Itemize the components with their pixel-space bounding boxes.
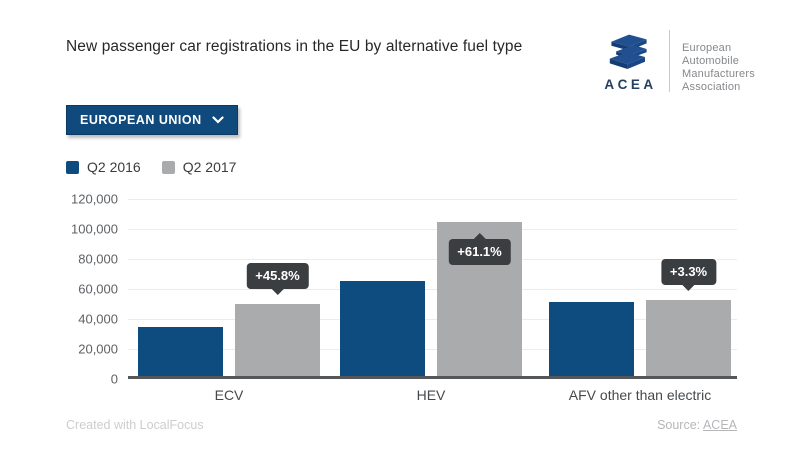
bar-ecv-q2-2016[interactable] [138, 326, 223, 377]
gridline [128, 199, 737, 200]
tooltip-caret-icon [473, 233, 486, 240]
gridline [128, 229, 737, 230]
tooltip-caret-icon [271, 288, 284, 295]
acea-stacked-cube-icon [599, 30, 659, 76]
x-axis-line [128, 376, 737, 379]
chevron-down-icon [211, 116, 224, 124]
acea-org-name: European Automobile Manufacturers Associ… [682, 27, 755, 94]
gridline [128, 289, 737, 290]
y-axis-tick-label: 120,000 [71, 191, 118, 207]
bar-afv-other-than-electric-q2-2016[interactable] [549, 302, 634, 377]
tooltip-caret-icon [682, 284, 695, 291]
gridline [128, 349, 737, 350]
created-with-credit: Created with LocalFocus [66, 418, 204, 432]
acea-acronym: ACEA [604, 77, 657, 92]
change-label-text: +45.8% [246, 262, 309, 289]
bar-ecv-q2-2017[interactable] [235, 303, 320, 377]
legend-item-q2-2017: Q2 2017 [161, 159, 237, 175]
legend-label: Q2 2016 [87, 159, 141, 175]
source-label: Source: [657, 418, 701, 432]
y-axis-tick-label: 100,000 [71, 221, 118, 237]
y-axis-tick-label: 0 [110, 371, 118, 387]
region-dropdown-button[interactable]: EUROPEAN UNION [66, 105, 238, 135]
org-line: Automobile [682, 55, 740, 67]
org-line: European [682, 42, 732, 54]
legend-swatch [161, 160, 175, 174]
change-label-hev: +61.1% [448, 233, 511, 266]
bar-afv-other-than-electric-q2-2017[interactable] [646, 299, 731, 377]
y-axis-tick-label: 60,000 [78, 281, 118, 297]
legend: Q2 2016 Q2 2017 [66, 159, 236, 175]
source-link[interactable]: ACEA [702, 418, 737, 432]
gridline [128, 259, 737, 260]
x-axis-category-label: HEV [416, 387, 446, 403]
y-axis-tick-label: 20,000 [78, 341, 118, 357]
region-dropdown-label: EUROPEAN UNION [80, 113, 202, 127]
x-axis-category-label: ECV [214, 387, 244, 403]
page-title: New passenger car registrations in the E… [66, 38, 523, 55]
legend-item-q2-2016: Q2 2016 [66, 159, 141, 175]
legend-label: Q2 2017 [182, 159, 237, 175]
source-credit: Source: ACEA [657, 418, 737, 432]
change-label-afv-other-than-electric: +3.3% [660, 258, 717, 291]
org-line: Association [682, 81, 741, 93]
change-label-text: +61.1% [448, 239, 511, 266]
bar-chart: 0 20,000 40,000 60,000 80,000 100,000 120,000 E… [71, 192, 737, 403]
legend-swatch [66, 160, 79, 174]
gridline [128, 319, 737, 320]
y-axis-tick-label: 40,000 [78, 311, 118, 327]
change-label-text: +3.3% [660, 258, 717, 285]
logo-divider [669, 30, 670, 92]
acea-logo: ACEA European Automobile Manufacturers A… [599, 27, 755, 94]
x-axis-category-label: AFV other than electric [568, 387, 712, 403]
org-line: Manufacturers [682, 68, 755, 80]
change-label-ecv: +45.8% [246, 262, 309, 295]
acea-logo-mark: ACEA [599, 27, 659, 92]
y-axis-tick-label: 80,000 [78, 251, 118, 267]
bar-hev-q2-2016[interactable] [340, 281, 425, 377]
